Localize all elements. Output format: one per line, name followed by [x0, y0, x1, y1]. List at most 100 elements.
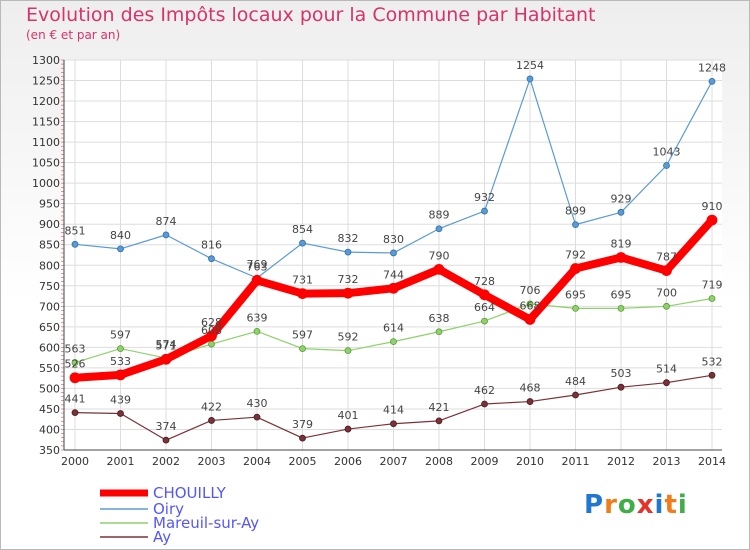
- data-point-chouilly: [160, 353, 172, 365]
- data-label-oiry: 899: [565, 205, 586, 218]
- data-point-ay: [299, 434, 306, 442]
- data-label-ay: 439: [110, 393, 131, 406]
- data-point-ay: [526, 398, 534, 405]
- data-label-ay: 441: [65, 393, 86, 406]
- data-point-oiry: [162, 231, 170, 239]
- data-label-chouilly: 790: [429, 249, 450, 262]
- data-label-oiry: 830: [383, 233, 404, 246]
- y-tick-label: 350: [39, 444, 60, 457]
- data-label-oiry: 832: [338, 232, 359, 245]
- logo-letter: r: [604, 490, 618, 520]
- data-label-mareuil-sur-ay: 706: [520, 284, 541, 297]
- y-tick-label: 1300: [32, 54, 60, 67]
- x-tick-label: 2012: [607, 455, 635, 468]
- data-label-mareuil-sur-ay: 597: [292, 329, 313, 342]
- x-tick-label: 2000: [61, 455, 89, 468]
- data-label-oiry: 874: [156, 215, 177, 228]
- y-tick-label: 500: [39, 382, 60, 395]
- data-label-oiry: 769: [247, 258, 268, 271]
- data-point-mareuil-sur-ay: [435, 328, 443, 336]
- data-label-mareuil-sur-ay: 638: [429, 312, 450, 325]
- data-label-mareuil-sur-ay: 695: [565, 288, 586, 301]
- data-point-mareuil-sur-ay: [253, 327, 261, 335]
- data-label-chouilly: 787: [656, 251, 677, 264]
- legend-label-chouilly: CHOUILLY: [153, 484, 227, 502]
- data-point-chouilly: [69, 372, 81, 384]
- data-point-mareuil-sur-ay: [344, 347, 352, 355]
- data-point-mareuil-sur-ay: [208, 340, 215, 348]
- data-label-ay: 379: [292, 418, 313, 431]
- legend-label-ay: Ay: [153, 528, 171, 546]
- x-tick-label: 2013: [653, 455, 681, 468]
- logo-letter: o: [617, 490, 637, 520]
- data-point-oiry: [572, 221, 579, 229]
- data-label-chouilly: 628: [201, 316, 222, 329]
- x-tick-label: 2007: [380, 455, 408, 468]
- data-label-chouilly: 819: [611, 237, 632, 250]
- x-tick-label: 2011: [562, 455, 590, 468]
- data-label-oiry: 840: [110, 229, 131, 242]
- data-label-oiry: 1248: [698, 61, 726, 74]
- data-point-ay: [708, 371, 716, 379]
- data-label-oiry: 1043: [653, 146, 681, 159]
- data-point-ay: [344, 425, 352, 433]
- data-point-ay: [572, 391, 579, 399]
- data-label-mareuil-sur-ay: 614: [383, 322, 404, 335]
- y-tick-label: 700: [39, 300, 60, 313]
- data-label-ay: 484: [565, 375, 586, 388]
- data-label-chouilly: 571: [156, 339, 177, 352]
- data-point-oiry: [526, 75, 534, 83]
- logo-letter: t: [664, 490, 678, 520]
- data-point-mareuil-sur-ay: [390, 338, 397, 346]
- data-label-mareuil-sur-ay: 700: [656, 286, 677, 299]
- x-tick-label: 2010: [516, 455, 544, 468]
- data-point-chouilly: [661, 265, 672, 277]
- data-point-mareuil-sur-ay: [526, 300, 534, 308]
- data-label-ay: 421: [429, 401, 450, 414]
- data-label-oiry: 889: [429, 209, 450, 222]
- data-point-chouilly: [433, 263, 445, 275]
- data-label-oiry: 929: [611, 192, 632, 205]
- data-point-oiry: [71, 240, 79, 248]
- data-point-chouilly: [251, 275, 263, 286]
- data-label-chouilly: 731: [292, 274, 313, 287]
- data-label-chouilly: 792: [565, 249, 586, 262]
- logo-letter: P: [584, 490, 605, 520]
- data-point-oiry: [390, 249, 397, 257]
- data-point-mareuil-sur-ay: [617, 304, 625, 312]
- data-label-mareuil-sur-ay: 597: [110, 329, 131, 342]
- data-point-mareuil-sur-ay: [481, 317, 488, 325]
- data-point-mareuil-sur-ay: [71, 359, 79, 366]
- data-label-mareuil-sur-ay: 664: [474, 301, 495, 314]
- data-point-ay: [117, 410, 124, 417]
- y-tick-label: 1200: [32, 95, 60, 108]
- y-tick-label: 1250: [32, 75, 60, 88]
- data-point-oiry: [708, 77, 716, 85]
- data-label-ay: 503: [611, 367, 632, 380]
- logo-letter: i: [677, 490, 688, 520]
- x-tick-label: 2008: [425, 455, 453, 468]
- x-tick-label: 2002: [152, 455, 180, 468]
- data-label-chouilly: 732: [338, 273, 359, 286]
- data-point-chouilly: [342, 287, 354, 299]
- y-tick-label: 1050: [32, 157, 60, 170]
- data-point-oiry: [344, 248, 352, 256]
- data-point-oiry: [481, 207, 488, 215]
- legend-label-mareuil-sur-ay: Mareuil-sur-Ay: [153, 514, 259, 532]
- data-point-chouilly: [388, 282, 399, 294]
- data-label-chouilly: 910: [702, 200, 723, 213]
- data-label-mareuil-sur-ay: 563: [65, 343, 86, 356]
- data-point-ay: [208, 417, 215, 424]
- data-label-ay: 401: [338, 409, 359, 422]
- axis-layer: 350 400 450 500 550 600 650 700 750 800 850 900 950 1…: [32, 54, 726, 468]
- y-tick-label: 450: [39, 403, 60, 416]
- y-tick-label: 800: [39, 259, 60, 272]
- data-point-ay: [435, 417, 443, 425]
- data-point-ay: [617, 383, 625, 391]
- y-tick-label: 600: [39, 341, 60, 354]
- x-tick-label: 2004: [243, 455, 271, 468]
- logo-letter: x: [636, 490, 655, 520]
- chart-title: Evolution des Impôts locaux pour la Comm…: [26, 4, 596, 26]
- data-point-ay: [663, 379, 670, 387]
